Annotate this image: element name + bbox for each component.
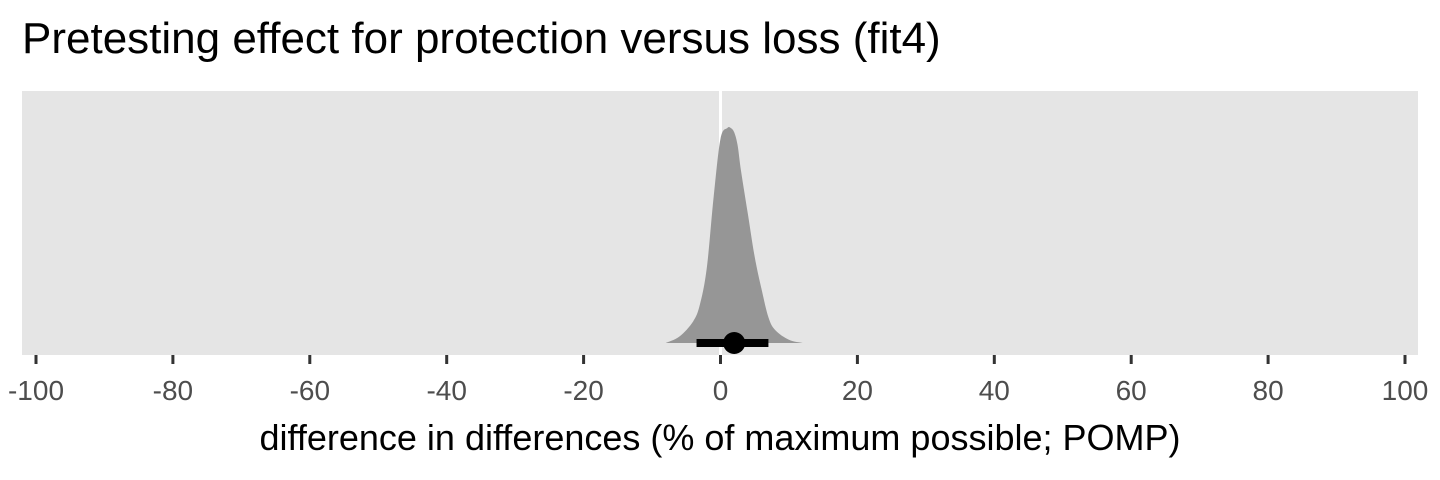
x-axis: -100 -80 -60 -40 -20 0 20 40 60 80 100 xyxy=(8,355,1428,406)
density-layer xyxy=(665,127,803,343)
x-tick-label: -60 xyxy=(290,375,330,406)
x-tick-label: -100 xyxy=(8,375,64,406)
interval-layer xyxy=(696,332,769,354)
x-tick-label: -80 xyxy=(153,375,193,406)
density-area xyxy=(665,127,803,343)
x-tick-label: -20 xyxy=(563,375,603,406)
chart-title: Pretesting effect for protection versus … xyxy=(22,14,941,63)
x-tick-label: 100 xyxy=(1382,375,1429,406)
x-tick-label: 0 xyxy=(713,375,729,406)
x-tick-label: 40 xyxy=(979,375,1010,406)
x-tick-label: 60 xyxy=(1116,375,1147,406)
x-tick-label: 20 xyxy=(842,375,873,406)
x-tick-label: -40 xyxy=(426,375,466,406)
x-axis-title: difference in differences (% of maximum … xyxy=(259,417,1180,458)
point-estimate xyxy=(723,332,746,354)
x-tick-label: 80 xyxy=(1253,375,1284,406)
